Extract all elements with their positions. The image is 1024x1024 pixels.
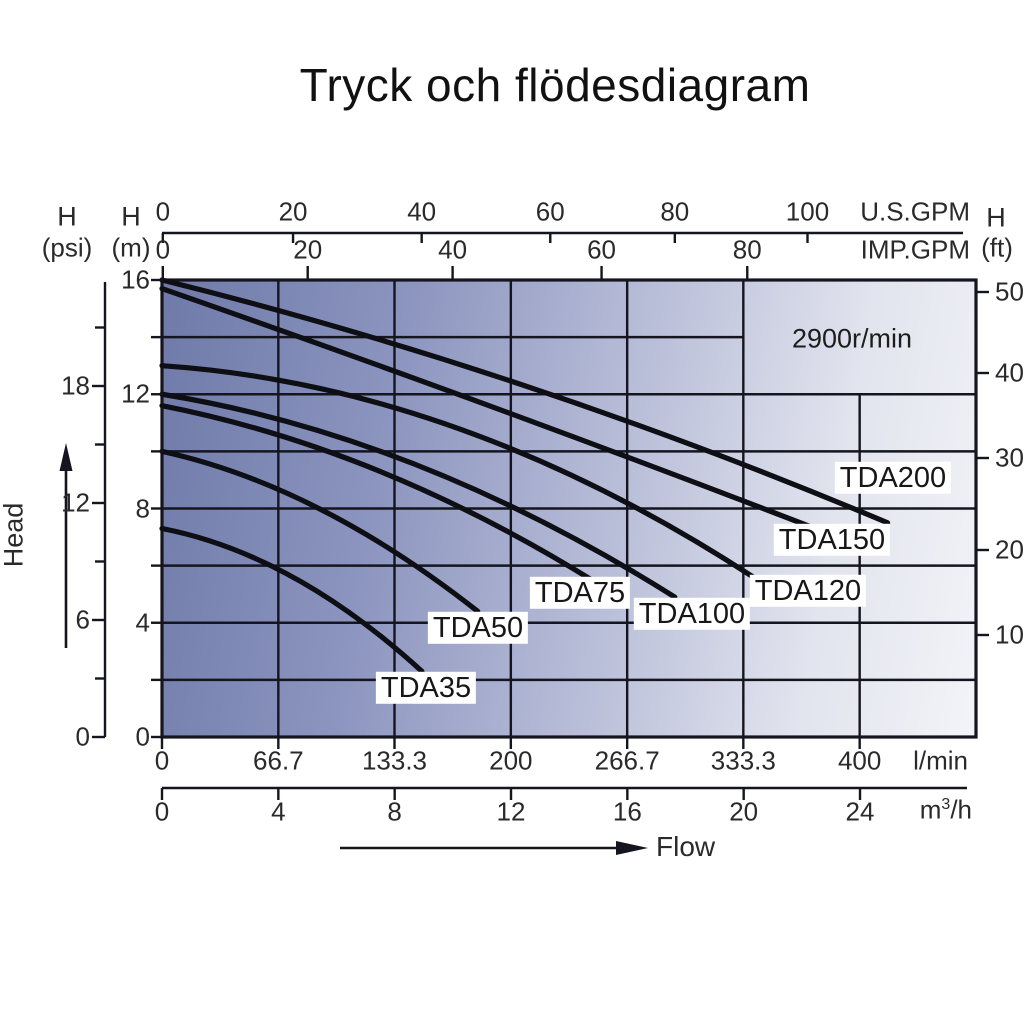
head-axis-label: Head <box>0 502 29 568</box>
tick-label-usgpm-0: 0 <box>155 196 171 227</box>
right-ft-axis-h-label: H <box>986 202 1006 233</box>
left-m-axis-unit-label: (m) <box>111 232 151 263</box>
left-psi-axis-h-label: H <box>57 201 77 232</box>
tick-label-m3h-4: 4 <box>271 796 286 827</box>
tick-label-impgpm-0: 0 <box>155 234 171 265</box>
tick-label-lmin-200: 200 <box>489 745 533 776</box>
curve-label-TDA35: TDA35 <box>375 671 477 705</box>
tick-label-psi-18: 18 <box>61 370 90 401</box>
tick-label-impgpm-40: 40 <box>438 234 468 265</box>
usgpm-unit-label: U.S.GPM <box>860 196 970 227</box>
tick-label-usgpm-20: 20 <box>278 196 308 227</box>
tick-label-impgpm-60: 60 <box>587 234 617 265</box>
curve-label-TDA200: TDA200 <box>834 461 952 495</box>
tick-label-lmin-400: 400 <box>837 745 882 776</box>
tick-label-lmin-266.7: 266.7 <box>594 745 660 776</box>
curve-label-TDA50: TDA50 <box>427 611 529 645</box>
tick-label-m-12: 12 <box>121 378 150 409</box>
impgpm-unit-label: IMP.GPM <box>860 234 970 265</box>
flow-axis-label: Flow <box>656 831 716 862</box>
tick-label-usgpm-80: 80 <box>660 196 690 227</box>
tick-label-lmin-133.3: 133.3 <box>361 745 428 776</box>
tick-label-impgpm-80: 80 <box>732 234 762 265</box>
tick-label-impgpm-20: 20 <box>293 234 323 265</box>
tick-label-ft-20: 20 <box>995 534 1024 565</box>
tick-label-lmin-66.7: 66.7 <box>253 745 304 776</box>
curve-label-TDA100: TDA100 <box>633 597 751 631</box>
curve-label-TDA120: TDA120 <box>749 574 867 608</box>
tick-label-m3h-0: 0 <box>154 796 170 827</box>
tick-label-psi-6: 6 <box>75 604 90 635</box>
curve-label-TDA150: TDA150 <box>773 523 891 557</box>
curve-label-TDA75: TDA75 <box>529 576 631 610</box>
tick-label-m3h-20: 20 <box>729 796 759 827</box>
tick-label-usgpm-40: 40 <box>407 196 437 227</box>
tick-label-m3h-24: 24 <box>845 796 875 827</box>
m3h-unit-label: m3/h <box>919 794 972 825</box>
tick-label-m-8: 8 <box>135 493 150 523</box>
tick-label-psi-0: 0 <box>75 721 90 752</box>
tick-label-m3h-8: 8 <box>387 796 402 827</box>
tick-label-m3h-16: 16 <box>612 796 642 827</box>
tick-label-ft-10: 10 <box>995 619 1024 650</box>
tick-label-ft-50: 50 <box>995 276 1024 307</box>
tick-label-m-4: 4 <box>135 607 150 638</box>
tick-label-usgpm-100: 100 <box>785 196 830 227</box>
left-psi-axis-unit-label: (psi) <box>41 232 93 263</box>
tick-label-m3h-12: 12 <box>496 796 526 827</box>
tick-label-ft-30: 30 <box>995 442 1024 473</box>
rpm-annotation: 2900r/min <box>791 323 913 354</box>
tick-label-lmin-0: 0 <box>154 745 170 776</box>
tick-label-usgpm-60: 60 <box>535 196 565 227</box>
tick-label-ft-40: 40 <box>995 357 1024 388</box>
tick-label-m-0: 0 <box>135 721 150 752</box>
right-ft-axis-unit-label: (ft) <box>981 232 1013 263</box>
tick-label-m-16: 16 <box>121 264 150 295</box>
left-m-axis-h-label: H <box>121 201 141 232</box>
chart-title: Tryck och flödesdiagram <box>299 59 811 111</box>
tick-label-psi-12: 12 <box>61 487 90 518</box>
lmin-unit-label: l/min <box>913 745 968 776</box>
tick-label-lmin-333.3: 333.3 <box>710 745 776 776</box>
